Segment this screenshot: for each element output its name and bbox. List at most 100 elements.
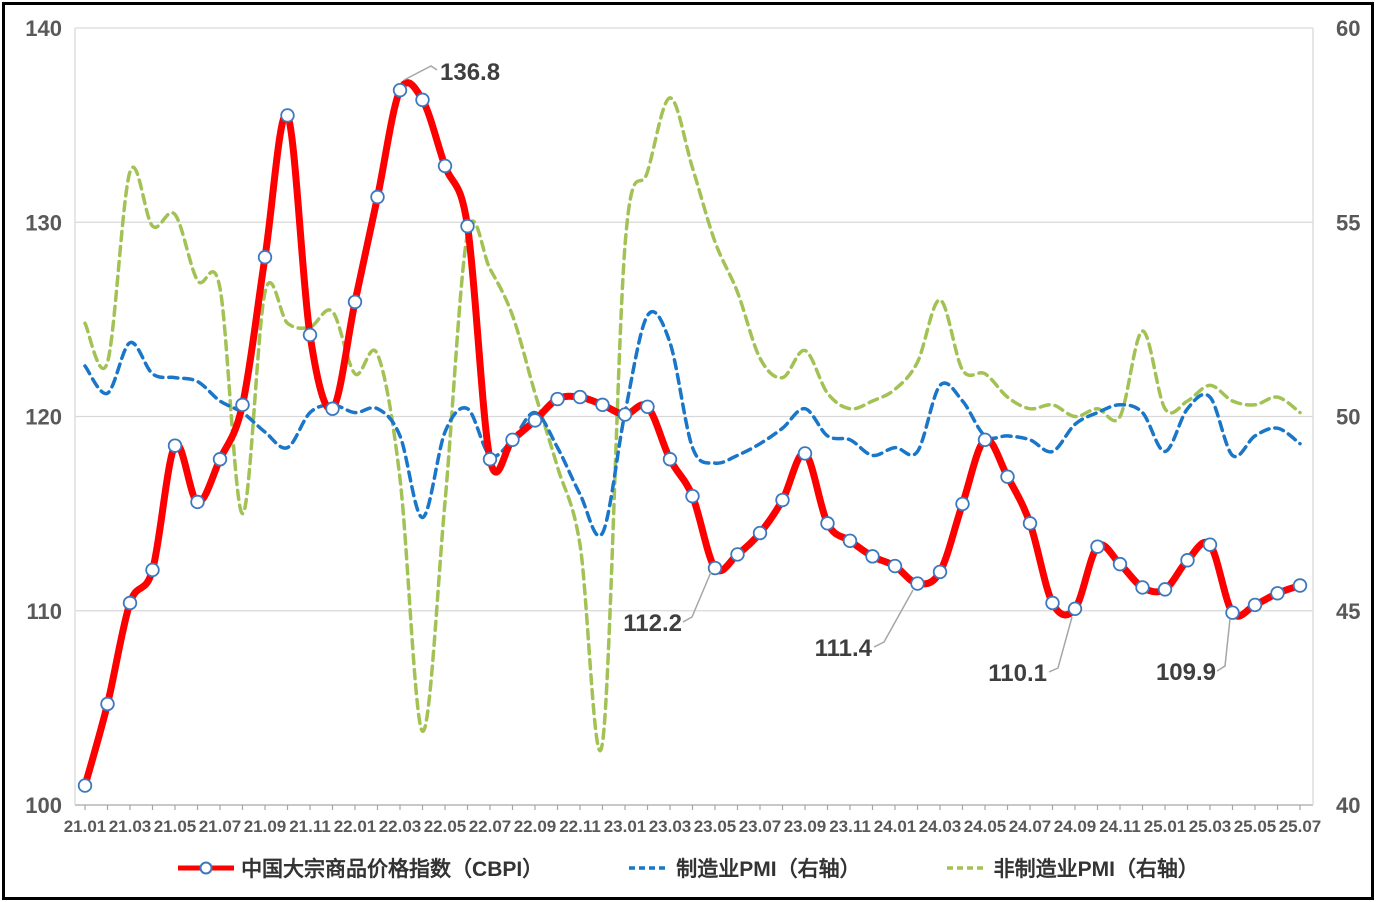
series-mfg-pmi	[83, 309, 1302, 538]
y-left-tick-label: 140	[25, 16, 62, 41]
x-tick-label: 25.07	[1279, 817, 1322, 836]
data-point-marker	[685, 488, 700, 504]
data-point-marker	[842, 533, 858, 549]
x-tick-label: 22.07	[469, 817, 512, 836]
data-point-marker	[370, 189, 385, 205]
annotation-leader-line	[682, 571, 712, 623]
annotation-leader-line	[403, 65, 438, 81]
data-point-marker	[550, 391, 565, 407]
data-point-marker	[415, 92, 430, 108]
legend-label-non-mfg-pmi: 非制造业PMI（右轴）	[993, 858, 1199, 881]
y-axis-labels-right: 40 45 50 55 60	[1336, 16, 1360, 818]
annotations: 136.8 112.2 111.4 110.1 109.9	[403, 59, 1231, 687]
x-tick-label: 25.05	[1234, 817, 1277, 836]
data-point-marker	[730, 547, 745, 562]
data-point-marker	[325, 401, 340, 416]
annotation-leader-line	[873, 589, 914, 648]
data-point-marker	[752, 525, 768, 541]
x-tick-label: 21.07	[199, 817, 242, 836]
y-left-tick-label: 120	[25, 405, 62, 430]
data-point-marker	[235, 397, 250, 413]
x-tick-label: 21.09	[244, 817, 287, 836]
x-tick-label: 25.03	[1189, 817, 1232, 836]
data-point-marker	[145, 562, 160, 578]
non-mfg-pmi-dashed-swatch	[946, 866, 987, 870]
legend-label-cbpi: 中国大宗商品价格指数（CBPI）	[241, 858, 544, 881]
x-tick-label: 24.05	[964, 817, 1007, 836]
y-right-tick-label: 55	[1336, 210, 1360, 235]
x-tick-marks	[84, 805, 1301, 810]
data-point-marker	[932, 564, 948, 580]
annotation-label: 136.8	[440, 59, 500, 86]
data-point-marker	[77, 778, 93, 793]
y-left-tick-label: 110	[27, 599, 63, 624]
annotation-109.9: 109.9	[1156, 618, 1231, 686]
series-non-mfg-pmi	[83, 96, 1302, 753]
data-point-marker	[1112, 556, 1128, 572]
annotation-label: 112.2	[623, 610, 682, 637]
x-tick-label: 23.05	[694, 817, 737, 836]
data-point-marker	[1292, 578, 1308, 593]
data-point-marker	[797, 446, 813, 461]
data-point-marker	[617, 407, 633, 422]
data-point-marker	[1270, 586, 1285, 601]
data-point-marker	[1225, 605, 1240, 620]
y-gridlines	[74, 27, 1314, 806]
legend-item-mfg-pmi: 制造业PMI（右轴）	[628, 853, 861, 883]
x-tick-label: 21.03	[109, 817, 152, 836]
y-right-tick-label: 60	[1336, 16, 1360, 41]
x-tick-label: 23.07	[739, 817, 782, 836]
data-point-marker	[1135, 580, 1150, 595]
data-point-marker	[955, 496, 970, 512]
legend-item-cbpi: 中国大宗商品价格指数（CBPI）	[177, 853, 543, 883]
data-point-marker	[1090, 539, 1105, 554]
x-tick-label: 23.09	[784, 817, 827, 836]
non-mfg-pmi-line	[83, 96, 1302, 753]
data-point-marker	[280, 108, 295, 123]
data-point-marker	[527, 413, 543, 428]
y-axis-labels-left: 100 110 120 130 140	[25, 16, 62, 818]
annotation-110.1: 110.1	[988, 616, 1073, 687]
annotation-111.4: 111.4	[815, 589, 914, 662]
data-point-marker	[887, 558, 903, 574]
data-point-marker	[302, 327, 318, 343]
data-point-marker	[122, 595, 138, 611]
data-point-marker	[505, 432, 520, 448]
x-tick-label: 22.11	[559, 817, 601, 836]
x-tick-label: 22.01	[334, 817, 377, 836]
data-point-marker	[865, 549, 880, 564]
cbpi-markers	[77, 82, 1308, 793]
annotation-label: 109.9	[1156, 659, 1216, 686]
annotation-leader-line	[1048, 616, 1073, 673]
data-point-marker	[347, 294, 363, 310]
x-tick-label: 24.09	[1054, 817, 1097, 836]
data-point-marker	[257, 250, 273, 265]
data-point-marker	[1045, 595, 1060, 611]
data-point-marker	[572, 389, 588, 405]
data-point-marker	[437, 158, 453, 174]
cbpi-line-marker-swatch	[178, 861, 235, 875]
annotation-label: 110.1	[988, 660, 1047, 687]
data-point-marker	[707, 560, 723, 576]
y-right-tick-label: 45	[1336, 599, 1360, 624]
x-tick-label: 22.05	[424, 817, 467, 836]
data-point-marker	[1180, 553, 1195, 568]
data-point-marker	[392, 82, 408, 98]
data-point-marker	[662, 452, 678, 467]
mfg-pmi-dashed-swatch	[629, 866, 670, 870]
legend-label-mfg-pmi: 制造业PMI（右轴）	[676, 858, 861, 881]
data-point-marker	[977, 432, 993, 448]
x-tick-label: 24.11	[1099, 817, 1141, 836]
data-point-marker	[100, 696, 115, 712]
data-point-marker	[775, 492, 790, 508]
data-point-marker	[1000, 469, 1015, 484]
data-point-marker	[190, 494, 205, 510]
x-tick-label: 21.05	[154, 817, 197, 836]
x-tick-label: 23.03	[649, 817, 692, 836]
data-point-marker	[1067, 601, 1083, 617]
data-point-marker	[910, 576, 925, 591]
x-axis-labels: 21.01 21.03 21.05 21.07 21.09 21.11 22.01 22.03…	[64, 817, 1322, 836]
legend-item-non-mfg-pmi: 非制造业PMI（右轴）	[946, 853, 1199, 883]
cbpi-line	[81, 79, 1304, 790]
